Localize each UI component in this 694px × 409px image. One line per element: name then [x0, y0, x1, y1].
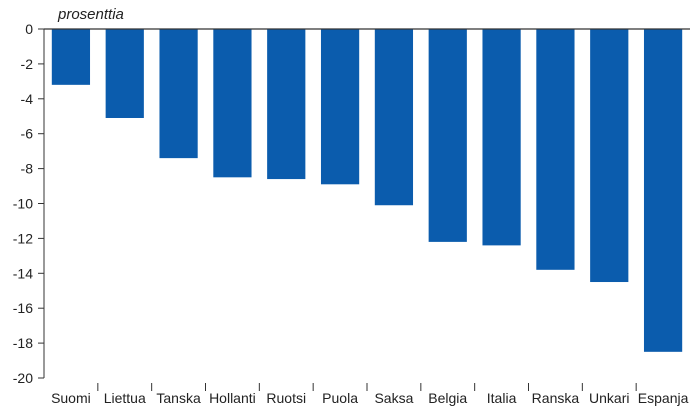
bar-suomi: [51, 29, 91, 85]
x-axis: Suomi Liettua Tanska Hollanti Ruotsi Puola Sak…: [44, 28, 690, 406]
x-tick-label: Ruotsi: [266, 390, 306, 406]
bar-saksa: [374, 29, 414, 206]
x-tick-label: Belgia: [428, 390, 467, 406]
y-tick-label: -10: [13, 196, 33, 212]
x-tick-label: Puola: [322, 390, 358, 406]
bar-ranska: [536, 29, 575, 270]
bar-ruotsi: [267, 29, 306, 180]
bar-espanja: [643, 29, 683, 352]
y-tick-label: -8: [21, 161, 34, 177]
x-tick-label: Saksa: [374, 390, 413, 406]
bar-unkari: [590, 29, 629, 283]
bar-italia: [482, 29, 521, 246]
x-tick-label: Italia: [487, 390, 517, 406]
bars: [51, 29, 683, 352]
bar-puola: [320, 29, 360, 185]
bar-hollanti: [213, 29, 252, 178]
y-tick-label: -20: [13, 370, 33, 386]
y-tick-label: -6: [21, 126, 34, 142]
y-tick-label: -16: [13, 300, 33, 316]
bar-belgia: [428, 29, 467, 242]
y-unit-label: prosenttia: [57, 6, 124, 23]
y-tick-label: -4: [21, 91, 34, 107]
y-axis: 0 -2 -4 -6 -8 -10 -12 -14 -16 -18 -20: [13, 21, 45, 386]
y-tick-label: -12: [13, 230, 33, 246]
x-tick-label: Espanja: [638, 390, 689, 406]
bar-tanska: [159, 29, 198, 159]
x-tick-label: Liettua: [104, 390, 146, 406]
x-tick-label: Ranska: [532, 390, 580, 406]
x-tick-label: Hollanti: [209, 390, 256, 406]
y-tick-label: -2: [21, 56, 34, 72]
y-tick-label: -18: [13, 335, 33, 351]
y-tick-label: 0: [25, 21, 33, 37]
x-tick-label: Unkari: [589, 390, 629, 406]
x-tick-label: Tanska: [156, 390, 201, 406]
bar-liettua: [105, 29, 144, 118]
x-tick-label: Suomi: [51, 390, 91, 406]
y-tick-label: -14: [13, 265, 33, 281]
